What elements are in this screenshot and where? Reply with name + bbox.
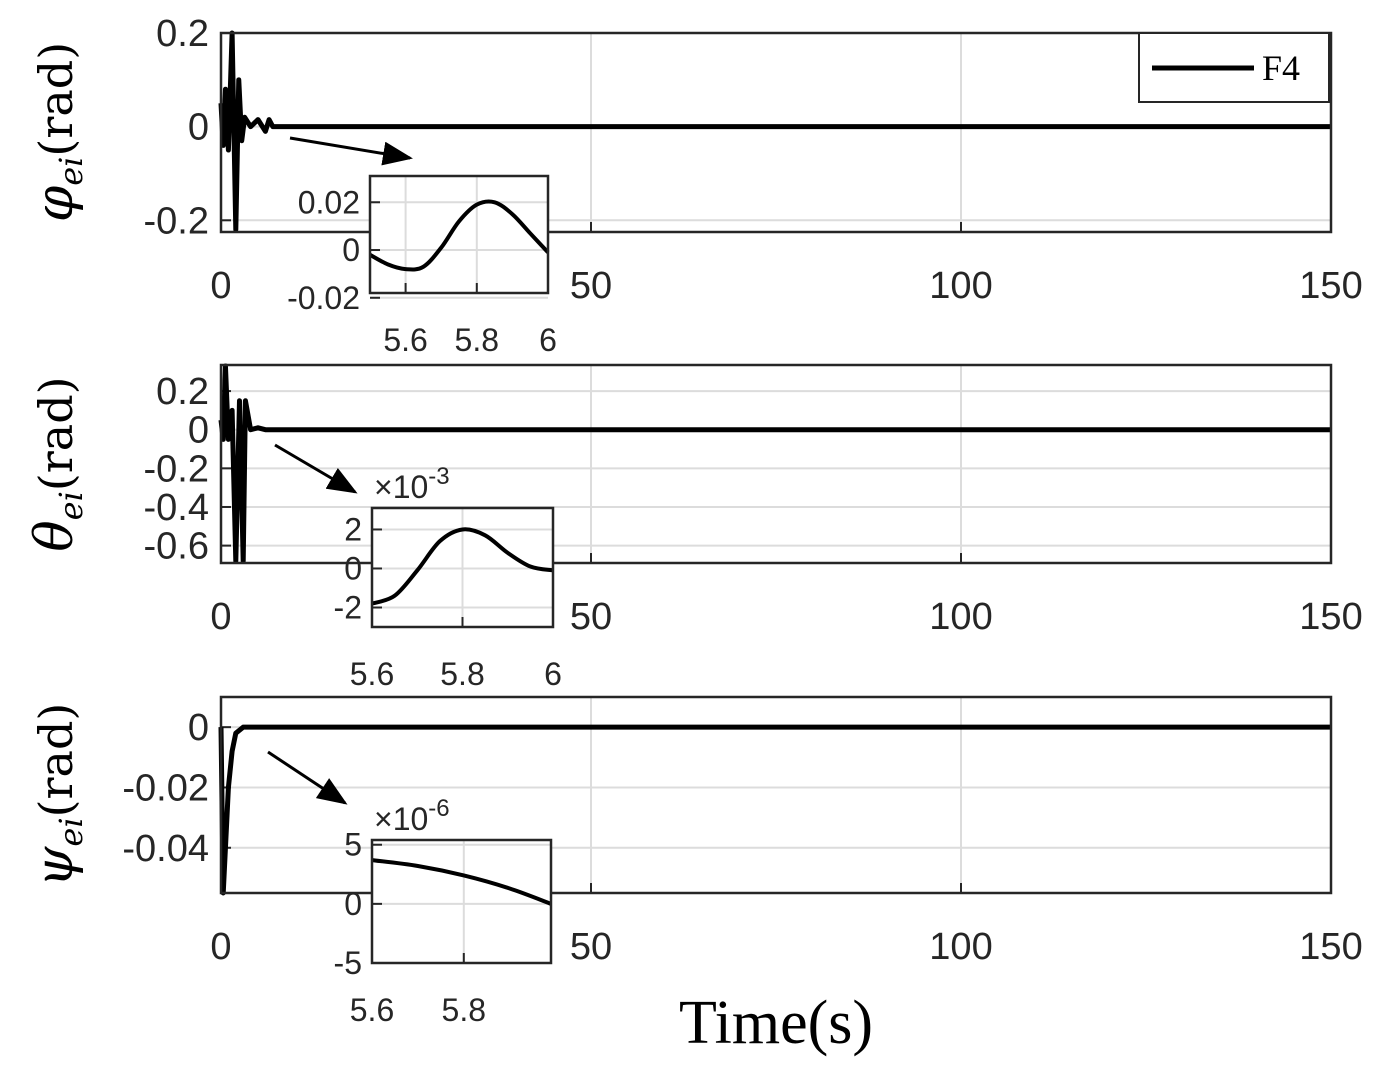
x-tick-label: 5.6 [383,322,427,358]
x-tick-label: 50 [570,926,612,968]
y-tick-label: -5 [334,945,362,981]
inset-series-line [371,858,552,906]
x-tick-label: 150 [1299,265,1362,307]
y-label-part: ei [52,157,90,186]
x-axis-label: Time(s) [679,989,873,1057]
axes-box [219,363,1333,565]
y-tick-label: 0.2 [156,371,209,413]
zoom-arrow [267,750,348,805]
y-tick-label: -0.6 [144,526,209,568]
legend-label: F4 [1262,48,1300,88]
y-label-part: (rad) [29,703,83,818]
exponent-base: ×10 [374,469,428,505]
y-tick-label: 0.2 [156,13,209,55]
x-tick-label: 5.8 [440,656,484,692]
inset-series-line [371,527,554,606]
x-tick-label: 0 [210,265,231,307]
y-label-part: φ [25,185,85,222]
axes-box [370,838,553,965]
y-label-part: ψ [25,845,85,887]
exponent-label: ×10-6 [374,795,450,837]
x-tick-label: 5.8 [442,992,486,1028]
y-tick-label: 0 [344,550,362,586]
exponent-base: ×10 [374,801,428,837]
axes-box [219,31,1333,234]
x-tick-label: 100 [929,596,992,638]
y-tick-label: -0.02 [122,767,209,809]
x-tick-label: 100 [929,926,992,968]
y-tick-label: 0 [188,707,209,749]
y-tick-label: 5 [344,827,362,863]
y-label-part: (rad) [29,376,83,491]
x-tick-label: 5.8 [455,322,499,358]
y-label-part: θ [25,520,85,551]
y-tick-label: 2 [344,511,362,547]
y-label-part: ei [52,491,90,520]
series-line-F4 [218,30,1331,233]
y-label-part: ei [52,817,90,846]
exponent-power: -3 [428,463,449,490]
y-tick-label: -2 [334,589,362,625]
plot-area [372,840,551,963]
exponent-power: -6 [428,795,449,822]
x-tick-label: 50 [570,265,612,307]
inset-series-line [369,199,550,272]
y-tick-label: 0.02 [298,184,360,220]
y-tick-label: -0.02 [287,280,360,316]
inset-axes-1: 5.6 5.8 6 20-2 ×10-3 [334,463,562,692]
y-label-part: (rad) [29,42,83,157]
axes-box [219,695,1333,895]
axes-box [368,174,550,295]
y-tick-label: -0.2 [144,200,209,242]
x-tick-label: 50 [570,596,612,638]
y-tick-label: 0 [342,232,360,268]
x-tick-label: 100 [929,265,992,307]
x-tick-label: 0 [210,596,231,638]
x-tick-label: 150 [1299,596,1362,638]
inset-axes-0: 5.6 5.8 6 0.02 0 -0.02 [287,174,557,358]
x-tick-label: 6 [544,656,562,692]
y-axis-label: ψei(rad) [25,703,90,888]
x-tick-label: 0 [210,926,231,968]
y-axis-label: φei(rad) [25,42,90,222]
series-line-F4 [218,724,1331,896]
axes-box [370,506,555,629]
inset-axes-2: 5.6 5.8 5 0 -5 ×10-6 [334,795,553,1028]
exponent-label: ×10-3 [374,463,450,505]
x-tick-label: 5.6 [350,656,394,692]
y-tick-label: -0.04 [122,828,209,870]
plot-area [370,176,548,293]
legend: F4 [1138,32,1330,103]
zoom-arrow [289,136,413,166]
x-tick-label: 5.6 [350,992,394,1028]
y-tick-label: 0 [188,410,209,452]
y-tick-label: -0.4 [144,487,209,529]
x-tick-label: 6 [539,322,557,358]
y-tick-label: 0 [188,107,209,149]
x-tick-label: 150 [1299,926,1362,968]
y-axis-label: θei(rad) [25,376,90,551]
zoom-arrow [274,443,358,494]
y-tick-label: 0 [344,886,362,922]
y-tick-label: -0.2 [144,448,209,490]
